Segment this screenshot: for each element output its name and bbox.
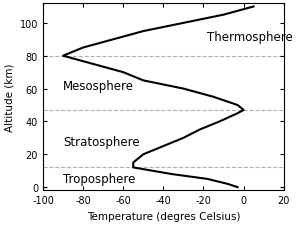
Text: Mesosphere: Mesosphere (63, 79, 134, 92)
X-axis label: Temperature (degres Celsius): Temperature (degres Celsius) (87, 211, 240, 221)
Text: Troposphere: Troposphere (63, 173, 135, 186)
Text: Stratosphere: Stratosphere (63, 135, 140, 148)
Text: Thermosphere: Thermosphere (208, 30, 293, 43)
Y-axis label: Altitude (km): Altitude (km) (4, 63, 14, 131)
